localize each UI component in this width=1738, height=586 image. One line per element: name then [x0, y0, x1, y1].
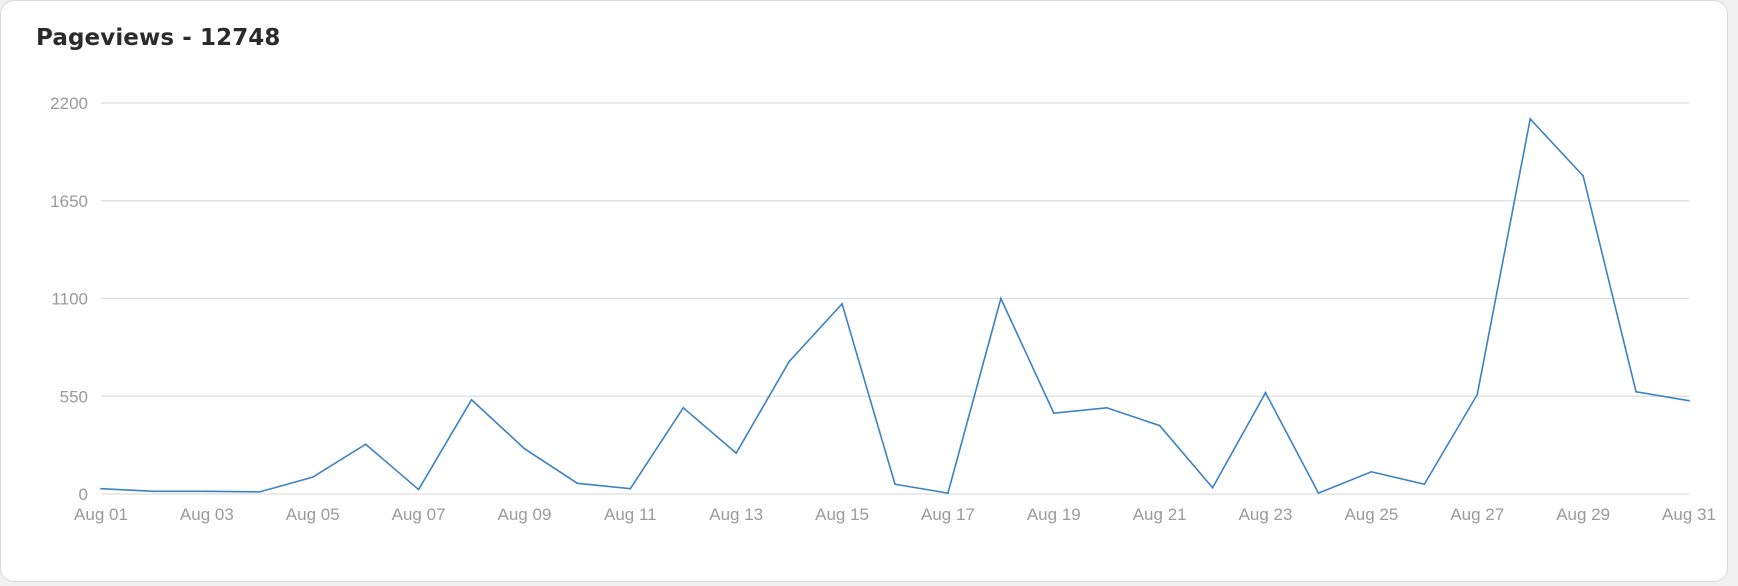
data-point	[470, 398, 473, 401]
data-point	[1370, 470, 1373, 473]
x-tick-label: Aug 31	[1662, 505, 1716, 524]
x-tick-label: Aug 01	[74, 505, 128, 524]
data-point	[1688, 399, 1690, 402]
data-point	[153, 490, 155, 493]
data-point	[364, 443, 367, 446]
x-tick-label: Aug 25	[1344, 505, 1398, 524]
x-tick-label: Aug 09	[498, 505, 552, 524]
y-tick-label: 1650	[50, 192, 88, 211]
x-tick-label: Aug 17	[921, 505, 975, 524]
x-tick-label: Aug 19	[1027, 505, 1081, 524]
x-tick-label: Aug 21	[1133, 505, 1187, 524]
data-point	[1529, 118, 1532, 120]
data-point	[100, 487, 102, 490]
x-tick-label: Aug 07	[392, 505, 446, 524]
data-point	[576, 482, 579, 485]
data-point	[682, 406, 685, 409]
data-point	[629, 487, 632, 490]
data-point	[894, 483, 896, 486]
chart-title: Pageviews - 12748	[36, 25, 281, 51]
data-point	[1158, 424, 1161, 427]
data-point	[841, 302, 843, 305]
data-point	[947, 492, 949, 495]
series-layer	[100, 117, 1690, 495]
series-line	[100, 117, 1690, 495]
data-point	[258, 490, 261, 493]
x-tick-label: Aug 23	[1239, 505, 1293, 524]
data-point	[1423, 483, 1426, 486]
x-tick-label: Aug 11	[604, 505, 657, 524]
data-point	[1264, 391, 1267, 394]
y-tick-label: 1100	[51, 290, 88, 309]
data-point	[788, 360, 791, 363]
data-point	[999, 297, 1002, 300]
x-tick-label: Aug 03	[180, 505, 234, 524]
y-tick-label: 2200	[50, 94, 88, 113]
data-point	[205, 490, 208, 493]
data-point	[311, 476, 314, 479]
x-tick-label: Aug 13	[709, 505, 763, 524]
y-axis-ticks: 0 550 1100 1650 2200	[50, 94, 88, 504]
grid-lines	[101, 102, 1689, 495]
data-point	[417, 488, 420, 491]
x-tick-label: Aug 27	[1450, 505, 1504, 524]
data-point	[1105, 406, 1108, 409]
data-point	[1211, 486, 1214, 489]
y-tick-label: 0	[79, 485, 88, 504]
data-point	[735, 452, 738, 455]
data-point	[1317, 492, 1320, 495]
x-tick-label: Aug 15	[815, 505, 869, 524]
x-tick-label: Aug 29	[1556, 505, 1610, 524]
data-point	[1052, 412, 1055, 415]
data-point	[1476, 393, 1479, 396]
data-point	[1582, 174, 1585, 177]
x-axis-ticks: Aug 01 Aug 03 Aug 05 Aug 07 Aug 09 Aug 11 Aug …	[74, 505, 1716, 524]
data-point	[523, 447, 526, 450]
x-tick-label: Aug 05	[286, 505, 340, 524]
data-point	[1635, 390, 1637, 393]
y-tick-label: 550	[60, 387, 88, 406]
